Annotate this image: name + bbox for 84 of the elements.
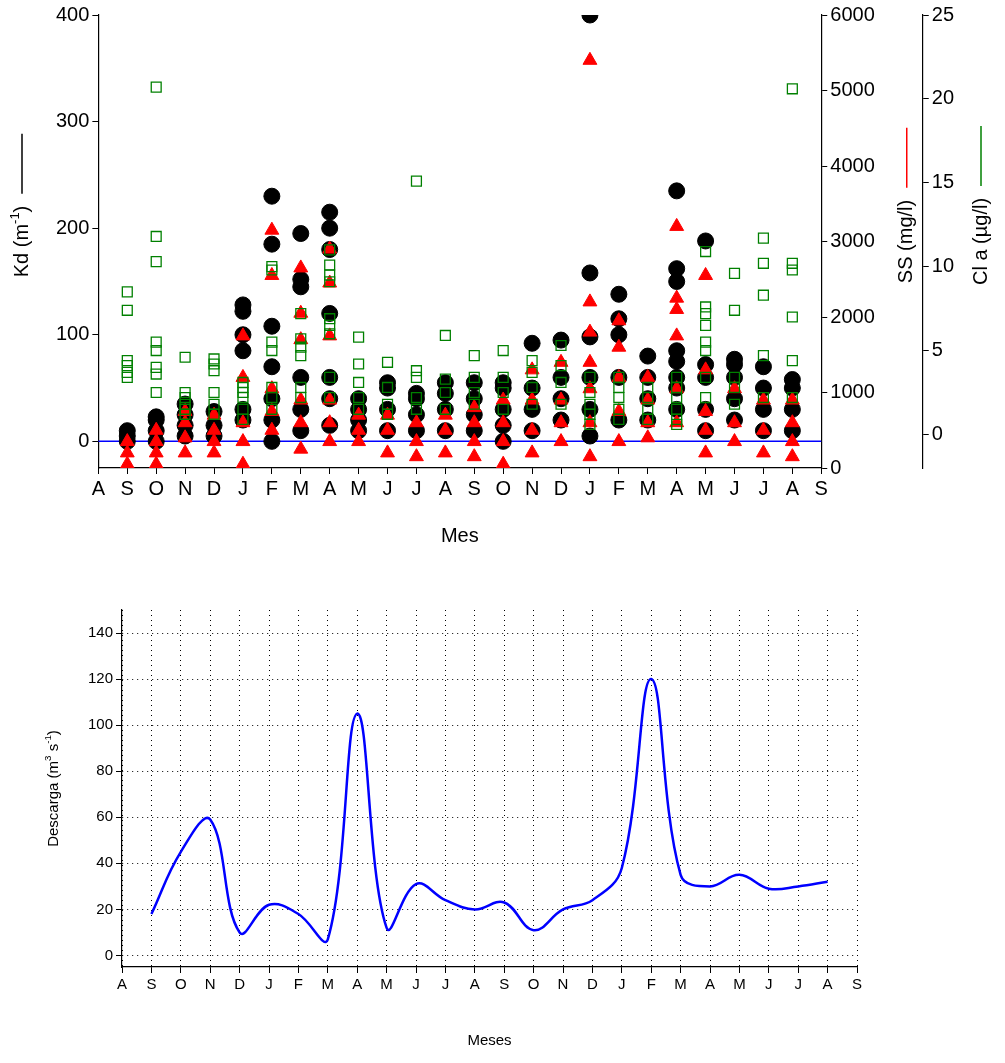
x-tick-label: A <box>117 975 128 993</box>
x-tick-label: J <box>412 975 420 993</box>
x-tick-label: F <box>612 476 625 499</box>
x-tick-label: J <box>618 975 626 993</box>
y2-tick-label: 5000 <box>830 78 875 101</box>
x-tick-label: A <box>705 975 716 993</box>
x-tick-label: A <box>438 476 453 499</box>
y-tick-label: 300 <box>55 109 90 132</box>
y3-tick-label: 5 <box>931 338 943 361</box>
y3-tick-label: 15 <box>931 170 954 193</box>
x-tick-label: J <box>584 476 595 499</box>
x-tick-label: A <box>91 476 106 499</box>
x-axis-title: Meses <box>467 1031 512 1049</box>
x-tick-label: O <box>174 975 187 993</box>
x-tick-label: D <box>206 476 222 499</box>
y-tick-label: 40 <box>96 853 114 871</box>
y-tick-label: 140 <box>88 623 114 641</box>
x-tick-label: D <box>234 975 246 993</box>
x-axis-title: Mes <box>440 523 479 546</box>
x-tick-label: A <box>822 975 833 993</box>
y-tick-label: 120 <box>88 669 114 687</box>
x-tick-label: J <box>265 975 273 993</box>
y2-tick-label: 6000 <box>830 2 875 25</box>
x-tick-label: O <box>495 476 511 499</box>
x-tick-label: N <box>177 476 193 499</box>
y-tick-label: 80 <box>96 761 114 779</box>
x-tick-label: O <box>527 975 540 993</box>
x-tick-label: S <box>120 476 134 499</box>
y2-axis-title: SS (mg/l) <box>894 199 917 284</box>
x-tick-label: J <box>382 476 393 499</box>
x-tick-label: A <box>785 476 800 499</box>
x-tick-label: J <box>758 476 769 499</box>
x-tick-label: S <box>814 476 828 499</box>
x-tick-label: F <box>293 975 304 993</box>
x-tick-label: D <box>586 975 598 993</box>
y2-tick-label: 0 <box>830 455 842 478</box>
y-tick-label: 200 <box>55 215 90 238</box>
x-tick-label: J <box>765 975 773 993</box>
x-tick-label: J <box>237 476 248 499</box>
y-tick-label: 100 <box>55 322 90 345</box>
y3-tick-label: 20 <box>931 86 954 109</box>
y3-tick-label: 10 <box>931 254 954 277</box>
x-tick-label: M <box>380 975 393 993</box>
x-tick-label: M <box>292 476 310 499</box>
x-tick-label: D <box>553 476 569 499</box>
x-tick-label: M <box>733 975 746 993</box>
x-tick-label: O <box>148 476 164 499</box>
x-tick-label: A <box>469 975 480 993</box>
x-tick-label: S <box>146 975 157 993</box>
x-tick-label: J <box>411 476 422 499</box>
x-tick-label: M <box>697 476 714 499</box>
y3-tick-label: 0 <box>931 421 943 444</box>
x-tick-label: S <box>499 975 510 993</box>
x-tick-label: F <box>646 975 656 993</box>
x-tick-label: A <box>323 476 338 499</box>
x-tick-label: J <box>729 476 740 499</box>
y-axis-title: Descarga (m3 s-1) <box>42 730 62 847</box>
x-tick-label: J <box>441 975 450 993</box>
y-tick-label: 60 <box>96 807 114 825</box>
y2-tick-label: 4000 <box>830 153 875 176</box>
x-tick-label: N <box>557 975 569 993</box>
x-tick-label: M <box>350 476 367 499</box>
y2-tick-label: 1000 <box>830 380 875 403</box>
y-axis-title: Kd (m-1) <box>6 205 32 278</box>
y3-tick-label: 25 <box>931 2 954 25</box>
x-tick-label: F <box>265 476 278 499</box>
y3-axis-title: Cl a (µg/l) <box>968 197 991 286</box>
y-tick-label: 0 <box>104 945 114 963</box>
y-tick-label: 0 <box>78 428 90 451</box>
x-tick-label: S <box>851 975 863 993</box>
x-tick-label: M <box>321 975 335 993</box>
x-tick-label: J <box>794 975 802 993</box>
x-tick-label: M <box>639 476 657 499</box>
x-tick-label: N <box>524 476 540 499</box>
x-tick-label: A <box>352 975 363 993</box>
x-tick-label: A <box>670 476 685 499</box>
y-tick-label: 400 <box>55 2 90 25</box>
x-tick-label: S <box>467 476 481 499</box>
x-tick-label: M <box>674 975 687 993</box>
y-tick-label: 100 <box>88 715 114 733</box>
y2-tick-label: 3000 <box>830 229 875 252</box>
y2-tick-label: 2000 <box>830 304 875 327</box>
y-tick-label: 20 <box>96 899 114 917</box>
x-tick-label: N <box>204 975 216 993</box>
